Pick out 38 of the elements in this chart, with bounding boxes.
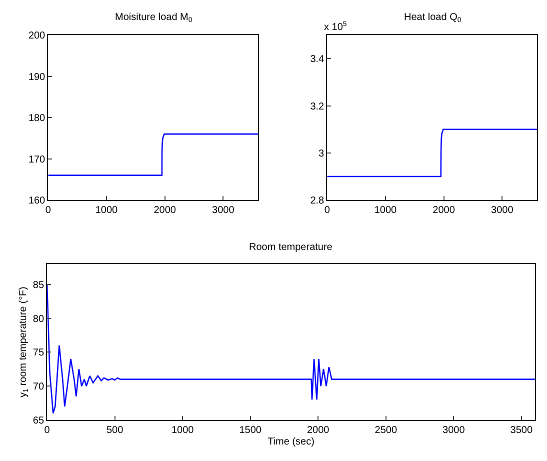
- x-tick-label: 3000: [442, 424, 466, 436]
- x-tick-label: 500: [106, 424, 124, 436]
- y-tick-label: 3: [318, 148, 325, 160]
- y-tick-label: 80: [32, 314, 44, 325]
- chart-title: Room temperature: [249, 242, 333, 253]
- y-tick-label: 170: [28, 154, 46, 166]
- x-tick-label: 1000: [171, 424, 194, 436]
- chart-title: Heat load Q$_{0}$: [404, 12, 462, 24]
- x-tick-label: 3500: [510, 424, 533, 436]
- y-tick-label: 180: [28, 113, 46, 124]
- x-axis-title: Time (sec): [268, 436, 314, 448]
- x-tick-label: 3000: [212, 205, 235, 216]
- x-tick-label: 2500: [374, 424, 398, 436]
- x-tick-label: 0: [324, 205, 330, 216]
- x-tick-label: 2000: [154, 205, 176, 216]
- x-tick-label: 1500: [239, 424, 262, 436]
- y-tick-label: 65: [32, 415, 44, 426]
- y-tick-label: 2.8: [310, 196, 325, 207]
- line-series: [48, 133, 258, 176]
- x-tick-label: 3000: [491, 205, 514, 216]
- line-series: [47, 284, 535, 414]
- x-tick-label: 1000: [374, 205, 398, 216]
- x-tick-label: 2000: [306, 424, 330, 436]
- y-tick-label: 70: [32, 382, 44, 393]
- x-tick-label: 2000: [432, 205, 456, 216]
- x-tick-label: 1000: [95, 205, 118, 216]
- y-tick-label: 3.2: [310, 101, 325, 112]
- y-tick-label: 3.4: [310, 54, 325, 66]
- y-tick-label: 85: [32, 280, 44, 291]
- text: x 10$^{5}$: [324, 21, 347, 34]
- chart-title: Moisiture load M$_{0}$: [115, 12, 192, 24]
- y-tick-label: 190: [28, 72, 46, 83]
- x-tick-label: 0: [44, 424, 50, 436]
- y-tick-label: 160: [28, 196, 46, 207]
- line-series: [327, 128, 538, 178]
- y-tick-label: 75: [32, 348, 44, 359]
- y-tick-label: 200: [28, 30, 46, 42]
- x-tick-label: 0: [45, 205, 52, 216]
